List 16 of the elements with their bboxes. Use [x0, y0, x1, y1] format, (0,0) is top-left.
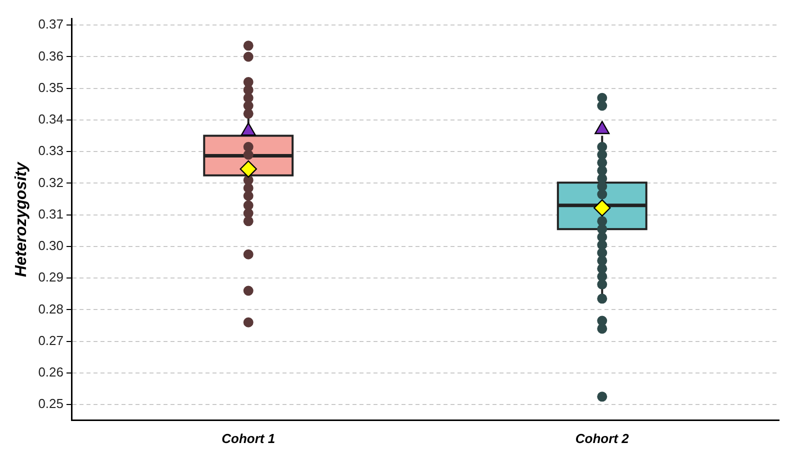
- y-tick-label: 0.34: [38, 112, 64, 127]
- y-tick-label: 0.30: [38, 238, 64, 254]
- y-tick-label: 0.32: [38, 174, 64, 190]
- y-tick-label: 0.28: [38, 301, 64, 316]
- y-tick-label: 0.36: [38, 48, 64, 64]
- x-tick-label: Cohort 2: [575, 430, 630, 446]
- y-tick-label: 0.31: [38, 206, 64, 222]
- y-tick-label: 0.26: [38, 364, 64, 380]
- x-tick-label: Cohort 1: [222, 430, 276, 446]
- y-axis-title: Heterozygosity: [13, 161, 30, 277]
- y-tick-label: 0.37: [38, 16, 64, 32]
- y-tick-label: 0.35: [38, 80, 64, 95]
- y-tick-label: 0.27: [38, 332, 64, 348]
- y-tick-label: 0.33: [38, 143, 64, 158]
- y-tick-label: 0.29: [38, 270, 64, 285]
- y-tick-label: 0.25: [38, 396, 64, 412]
